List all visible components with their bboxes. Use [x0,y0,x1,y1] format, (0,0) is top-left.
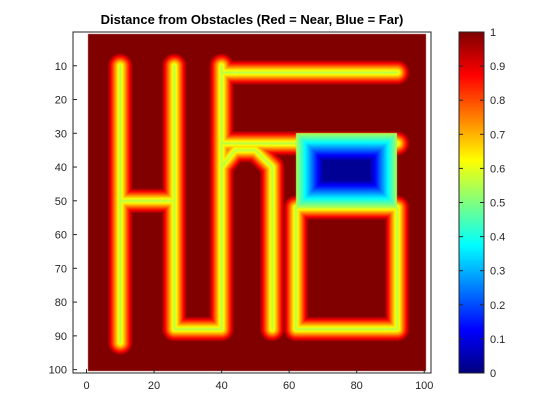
heatmap-foreign [73,32,431,373]
y-tick-label: 20 [55,95,67,107]
colorbar-gradient [459,32,484,373]
colorbar-foreign [459,32,484,373]
colorbar-tick-label: 0.5 [490,198,505,210]
colorbar-tick-label: 0.6 [490,163,505,175]
axes-box [72,31,432,374]
colorbar-tick-label: 0.8 [490,95,505,107]
y-tick-label: 30 [55,128,67,140]
heatmap-image [73,32,431,373]
colorbar-tick-label: 0.2 [490,300,505,312]
plot-area [72,31,432,374]
colorbar-tick-label: 0.4 [490,232,505,244]
y-axis: 10 20 30 40 50 60 70 80 90 100 [49,61,77,377]
x-tick-label: 0 [83,380,89,392]
y-tick-label: 10 [55,61,67,73]
x-tick-label: 40 [215,380,227,392]
colorbar-tick-label: 0.3 [490,266,505,278]
colorbar-tick-label: 0.1 [490,334,505,346]
y-tick-label: 90 [55,331,67,343]
x-axis: 0 20 40 60 80 100 [83,369,433,392]
y-tick-label: 50 [55,196,67,208]
colorbar-tick-label: 0.7 [490,129,505,141]
x-tick-label: 20 [148,380,160,392]
colorbar-tick-label: 1 [490,27,496,39]
chart-title: Distance from Obstacles (Red = Near, Blu… [101,12,404,27]
colorbar: 0 0.1 0.2 0.3 0.4 0.5 0.6 0.7 0.8 0.9 1 [458,27,505,380]
x-tick-label: 60 [283,380,295,392]
y-tick-label: 80 [55,297,67,309]
x-tick-label: 100 [415,380,433,392]
y-tick-label: 60 [55,230,67,242]
y-tick-label: 40 [55,162,67,174]
y-tick-label: 70 [55,263,67,275]
x-tick-label: 80 [351,380,363,392]
y-tick-label: 100 [49,365,67,377]
colorbar-tick-label: 0.9 [490,61,505,73]
colorbar-ticks: 0 0.1 0.2 0.3 0.4 0.5 0.6 0.7 0.8 0.9 1 [459,27,505,380]
colorbar-tick-label: 0 [490,368,496,380]
